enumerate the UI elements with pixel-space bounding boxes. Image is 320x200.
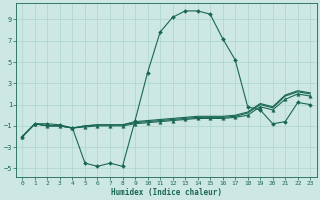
X-axis label: Humidex (Indice chaleur): Humidex (Indice chaleur): [111, 188, 222, 197]
